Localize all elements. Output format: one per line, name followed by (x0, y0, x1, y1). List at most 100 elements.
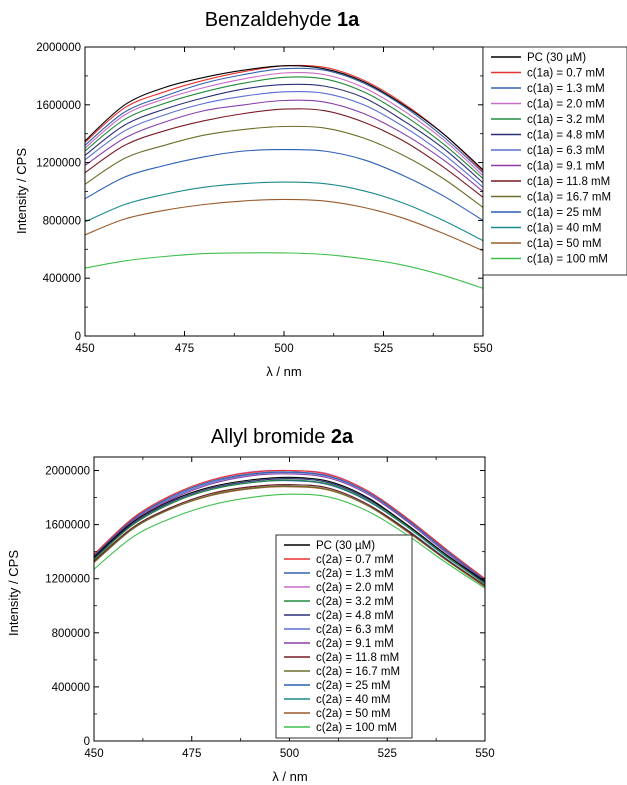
y-tick-label: 400000 (52, 682, 90, 694)
x-axis-label: λ / nm (266, 364, 301, 379)
legend-item: c(1a) = 100 mM (491, 254, 608, 266)
legend-item: c(2a) = 11.8 mM (284, 652, 399, 664)
x-tick-label: 450 (75, 343, 94, 355)
legend-label: c(2a) = 50 mM (316, 708, 390, 720)
chart-allyl-bromide: Allyl bromide 2a Intensity / CPS λ / nm … (6, 426, 495, 784)
series-line (85, 181, 483, 242)
series-line (85, 149, 483, 221)
legend-item: c(2a) = 40 mM (284, 694, 390, 706)
legend-item: c(2a) = 100 mM (284, 722, 397, 734)
series-line (94, 473, 485, 582)
legend-item: c(1a) = 0.7 mM (491, 68, 605, 80)
legend-item: c(1a) = 4.8 mM (491, 130, 605, 142)
legend-item: c(1a) = 25 mM (491, 207, 601, 219)
legend: PC (30 µM) c(1a) = 0.7 mM c(1a) = 1.3 mM c(… (482, 46, 627, 276)
legend-item: PC (30 µM) (284, 540, 375, 552)
legend-label: c(2a) = 9.1 mM (316, 638, 394, 650)
series-line (85, 198, 483, 252)
legend-label: c(1a) = 100 mM (527, 254, 608, 266)
legend: PC (30 µM) c(2a) = 0.7 mM c(2a) = 1.3 mM c(… (275, 534, 413, 739)
legend-item: c(1a) = 1.3 mM (491, 83, 605, 95)
x-tick-label: 475 (182, 748, 201, 760)
x-tick-label: 500 (274, 343, 293, 355)
legend-item: c(2a) = 3.2 mM (284, 596, 394, 608)
legend-label: c(1a) = 50 mM (527, 238, 601, 250)
legend-item: c(1a) = 6.3 mM (491, 145, 605, 157)
legend-item: c(1a) = 11.8 mM (491, 176, 610, 188)
series-line (85, 65, 483, 171)
y-tick-label: 1200000 (45, 574, 90, 586)
series-group (85, 64, 483, 289)
legend-label: c(2a) = 4.8 mM (316, 610, 394, 622)
series-line (85, 99, 483, 192)
x-tick-label: 500 (280, 748, 299, 760)
chart-title-text: Benzaldehyde (205, 9, 337, 31)
legend-label: c(2a) = 3.2 mM (316, 596, 394, 608)
legend-item: c(1a) = 40 mM (491, 223, 601, 235)
legend-item: c(2a) = 2.0 mM (284, 582, 394, 594)
chart-benzaldehyde: Benzaldehyde 1a Intensity / CPS λ / nm 4… (14, 9, 627, 379)
series-line (94, 479, 485, 585)
legend-label: c(1a) = 16.7 mM (527, 192, 611, 204)
x-tick-label: 475 (175, 343, 194, 355)
legend-item: c(1a) = 2.0 mM (491, 99, 605, 111)
y-axis: 0 400000 800000 1200000 1600000 2000000 (45, 466, 485, 748)
legend-label: c(2a) = 40 mM (316, 694, 390, 706)
series-line (94, 469, 485, 580)
legend-label: c(1a) = 9.1 mM (527, 161, 605, 173)
legend-label: PC (30 µM) (527, 52, 586, 64)
legend-label: c(1a) = 25 mM (527, 207, 601, 219)
series-line (85, 67, 483, 174)
legend-item: PC (30 µM) (491, 52, 586, 64)
legend-item: c(1a) = 3.2 mM (491, 114, 605, 126)
plot-frame (84, 46, 484, 337)
legend-item: c(2a) = 1.3 mM (284, 568, 394, 580)
legend-label: c(2a) = 0.7 mM (316, 554, 394, 566)
series-line (85, 108, 483, 198)
y-tick-label: 400000 (43, 273, 81, 285)
legend-box (482, 46, 627, 276)
legend-item: c(2a) = 25 mM (284, 680, 390, 692)
y-tick-label: 1200000 (36, 158, 81, 170)
y-tick-label: 800000 (43, 215, 81, 227)
series-line (85, 83, 483, 184)
chart-title-compound: 2a (331, 426, 354, 448)
legend-label: c(1a) = 1.3 mM (527, 83, 605, 95)
y-tick-label: 0 (84, 736, 90, 748)
plot-area: 450 475 500 525 550 0 400000 800000 1200000 16000… (36, 42, 627, 355)
legend-label: c(1a) = 11.8 mM (527, 176, 610, 188)
legend-label: c(1a) = 0.7 mM (527, 68, 605, 80)
plot-area: 450 475 500 525 550 0 400000 800000 1200000 16000… (45, 456, 495, 760)
y-tick-label: 1600000 (36, 100, 81, 112)
y-tick-label: 2000000 (45, 466, 90, 478)
x-axis: 450 475 500 525 550 (84, 457, 495, 760)
x-axis: 450 475 500 525 550 (75, 47, 493, 355)
legend-label: c(1a) = 4.8 mM (527, 130, 605, 142)
x-tick-label: 525 (374, 343, 393, 355)
series-line (94, 493, 485, 589)
chart-title-text: Allyl bromide (211, 426, 331, 448)
legend-label: c(1a) = 6.3 mM (527, 145, 605, 157)
series-line (94, 476, 485, 582)
series-line (85, 76, 483, 179)
legend-label: c(2a) = 2.0 mM (316, 582, 394, 594)
legend-item: c(2a) = 4.8 mM (284, 610, 394, 622)
legend-item: c(2a) = 0.7 mM (284, 554, 394, 566)
y-tick-label: 0 (75, 331, 81, 343)
x-axis-label: λ / nm (272, 769, 307, 784)
series-line (94, 484, 485, 586)
legend-item: c(1a) = 50 mM (491, 238, 601, 250)
chart-title-compound: 1a (337, 9, 360, 31)
x-tick-label: 550 (473, 343, 492, 355)
legend-item: c(1a) = 16.7 mM (491, 192, 611, 204)
y-axis-label: Intensity / CPS (6, 550, 21, 636)
legend-label: c(2a) = 1.3 mM (316, 568, 394, 580)
legend-label: c(2a) = 16.7 mM (316, 666, 400, 678)
legend-item: c(1a) = 9.1 mM (491, 161, 605, 173)
legend-label: c(2a) = 6.3 mM (316, 624, 394, 636)
series-line (85, 71, 483, 177)
chart-title: Benzaldehyde 1a (205, 9, 360, 31)
legend-item: c(2a) = 16.7 mM (284, 666, 400, 678)
